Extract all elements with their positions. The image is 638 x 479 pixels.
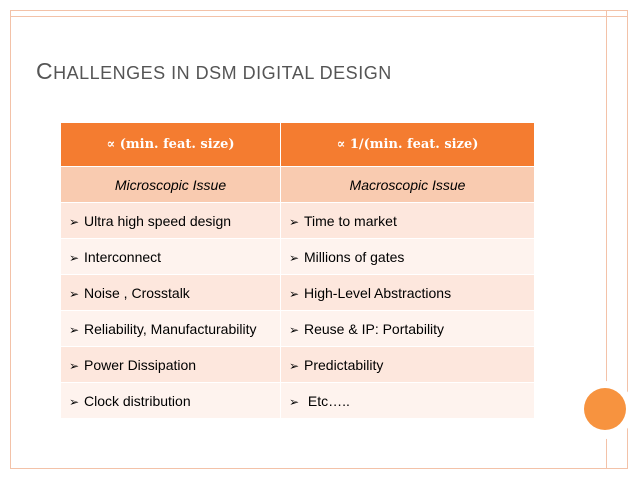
macro-item-label: Reuse & IP: Portability (304, 320, 445, 337)
macro-item-label: Predictability (304, 356, 384, 373)
table-row: ➢ Interconnect ➢ Millions of gates (60, 238, 535, 275)
title-rest: HALLENGES IN DSM DIGITAL DESIGN (53, 63, 392, 83)
macro-item-label: Millions of gates (304, 248, 405, 265)
micro-item-label: Clock distribution (84, 392, 191, 409)
macro-item: ➢ High-Level Abstractions (280, 274, 535, 311)
header-row: ∝ (min. feat. size) ∝ 1/(min. feat. size… (60, 122, 535, 167)
subheader-row: Microscopic Issue Macroscopic Issue (60, 166, 535, 203)
micro-item: ➢ Reliability, Manufacturability (60, 310, 281, 347)
title-initial: C (36, 58, 54, 84)
micro-item-label: Reliability, Manufacturability (84, 320, 257, 337)
macro-item-label: High-Level Abstractions (304, 284, 452, 301)
top-rule (10, 10, 628, 17)
challenges-table: ∝ (min. feat. size) ∝ 1/(min. feat. size… (60, 122, 535, 419)
header-microscopic: ∝ (min. feat. size) (60, 122, 281, 167)
macro-item-label: Etc….. (304, 392, 350, 409)
arrow-bullet-icon: ➢ (69, 322, 80, 337)
micro-item: ➢ Ultra high speed design (60, 202, 281, 239)
micro-item-label: Noise , Crosstalk (84, 284, 190, 301)
arrow-bullet-icon: ➢ (69, 394, 80, 409)
arrow-bullet-icon: ➢ (289, 214, 300, 229)
table-row: ➢ Noise , Crosstalk ➢ High-Level Abstracti… (60, 274, 535, 311)
macro-item: ➢ Reuse & IP: Portability (280, 310, 535, 347)
vertical-rule (606, 10, 607, 469)
slide-title: CHALLENGES IN DSM DIGITAL DESIGN (36, 58, 392, 85)
macro-item: ➢ Time to market (280, 202, 535, 239)
accent-orb (584, 388, 626, 430)
micro-item: ➢ Interconnect (60, 238, 281, 275)
arrow-bullet-icon: ➢ (289, 322, 300, 337)
subheader-macroscopic: Macroscopic Issue (280, 166, 535, 203)
micro-item: ➢ Noise , Crosstalk (60, 274, 281, 311)
macro-item: ➢ Etc….. (280, 382, 535, 419)
micro-item-label: Power Dissipation (84, 356, 197, 373)
arrow-bullet-icon: ➢ (69, 358, 80, 373)
table-row: ➢ Reliability, Manufacturability ➢ Reuse &… (60, 310, 535, 347)
arrow-bullet-icon: ➢ (69, 250, 80, 265)
arrow-bullet-icon: ➢ (69, 286, 80, 301)
micro-item-label: Interconnect (84, 248, 162, 265)
table-row: ➢ Ultra high speed design ➢ Time to market (60, 202, 535, 239)
arrow-bullet-icon: ➢ (289, 394, 300, 409)
macro-item-label: Time to market (304, 212, 397, 229)
micro-item-label: Ultra high speed design (84, 212, 232, 229)
macro-item: ➢ Predictability (280, 346, 535, 383)
micro-item: ➢ Clock distribution (60, 382, 281, 419)
arrow-bullet-icon: ➢ (289, 286, 300, 301)
header-macroscopic: ∝ 1/(min. feat. size) (280, 122, 535, 167)
arrow-bullet-icon: ➢ (289, 250, 300, 265)
subheader-microscopic: Microscopic Issue (60, 166, 281, 203)
micro-item: ➢ Power Dissipation (60, 346, 281, 383)
arrow-bullet-icon: ➢ (69, 214, 80, 229)
macro-item: ➢ Millions of gates (280, 238, 535, 275)
slide-frame (10, 10, 628, 469)
table-row: ➢ Power Dissipation ➢ Predictability (60, 346, 535, 383)
arrow-bullet-icon: ➢ (289, 358, 300, 373)
table-row: ➢ Clock distribution ➢ Etc….. (60, 382, 535, 419)
